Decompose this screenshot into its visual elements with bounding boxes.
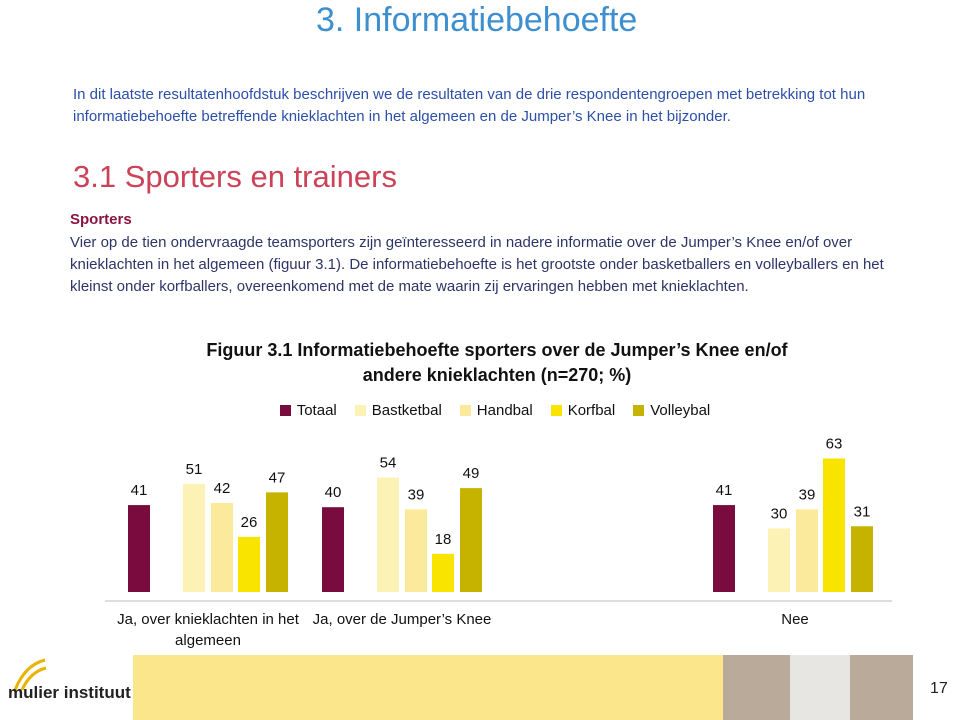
bar: [796, 509, 818, 592]
page-title: 3. Informatiebehoefte: [316, 1, 638, 39]
bar: [851, 526, 873, 592]
legend-swatch: [633, 405, 645, 416]
footer-band: [133, 655, 723, 720]
legend: Totaal Bastketbal Handbal Korfbal Volleybal: [230, 402, 760, 419]
legend-item: Korfbal: [550, 402, 616, 419]
bar: [460, 488, 482, 592]
value-label: 49: [463, 465, 480, 482]
category-label: Ja, over de Jumper’s Knee: [312, 611, 492, 628]
value-label: 51: [186, 461, 203, 478]
bar: [768, 528, 790, 592]
legend-item: Volleybal: [633, 402, 710, 419]
bar: [128, 505, 150, 592]
bar: [211, 502, 233, 592]
value-label: 54: [380, 455, 397, 472]
value-label: 47: [269, 469, 286, 486]
chart-title: Figuur 3.1 Informatiebehoefte sporters o…: [206, 340, 788, 385]
bar: [405, 509, 427, 592]
legend-item: Bastketbal: [354, 402, 442, 419]
value-label: 40: [325, 484, 342, 501]
legend-item: Handbal: [459, 402, 533, 419]
value-label: 42: [214, 480, 231, 497]
legend-label: Korfbal: [567, 402, 616, 419]
bar: [322, 507, 344, 592]
subheading: Sporters: [70, 211, 132, 228]
legend-swatch: [550, 405, 562, 416]
value-label: 63: [826, 435, 843, 452]
intro-text: In dit laatste resultatenhoofdstuk besch…: [73, 86, 866, 125]
legend-label: Bastketbal: [371, 402, 442, 419]
legend-swatch: [279, 405, 291, 416]
legend-item: Totaal: [279, 402, 337, 419]
bar: [183, 483, 205, 592]
legend-label: Volleybal: [650, 402, 711, 419]
bar: [823, 458, 845, 592]
bar: [377, 477, 399, 592]
category-label: Ja, over knieklachten in het algemeen: [117, 611, 299, 649]
body-text: Vier op de tien ondervraagde teamsporter…: [70, 234, 884, 295]
bar: [266, 492, 288, 592]
value-label: 39: [408, 486, 425, 503]
bar: [238, 536, 260, 592]
value-label: 39: [799, 486, 816, 503]
legend-label: Totaal: [296, 402, 337, 419]
legend-swatch: [354, 405, 366, 416]
legend-label: Handbal: [476, 402, 533, 419]
value-label: 30: [771, 505, 788, 522]
page-number: 17: [930, 680, 948, 697]
logo-icon: [13, 658, 47, 691]
bar: [432, 553, 454, 592]
category-label: Nee: [781, 611, 809, 628]
value-label: 41: [131, 482, 148, 499]
value-label: 26: [241, 514, 258, 531]
value-label: 31: [854, 503, 871, 520]
section-heading: 3.1 Sporters en trainers: [73, 159, 397, 194]
footer-photo-detail: [790, 655, 850, 720]
bar: [713, 505, 735, 592]
legend-swatch: [459, 405, 471, 416]
value-label: 18: [435, 531, 452, 548]
value-label: 41: [716, 482, 733, 499]
logo-text: mulier instituut: [8, 683, 131, 702]
